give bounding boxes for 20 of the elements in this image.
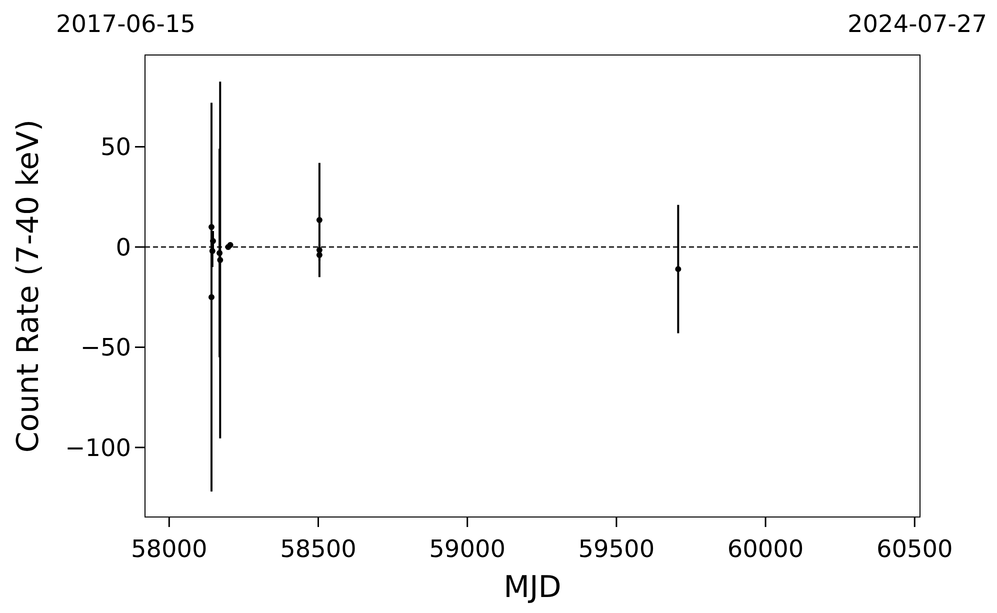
point — [316, 252, 322, 258]
x-tick-label: 58000 — [130, 535, 208, 563]
point — [208, 294, 214, 300]
y-tick-label: 50 — [100, 133, 131, 162]
point — [316, 216, 322, 223]
y-tick-label: −50 — [80, 334, 131, 362]
text: 2017-06-15 — [56, 10, 196, 38]
point — [675, 266, 682, 272]
point — [210, 238, 216, 244]
x-tick-label: 60000 — [727, 535, 804, 563]
y-axis-title: Count Rate (7-40 keV) — [11, 119, 46, 453]
x-axis-title: MJD — [504, 570, 562, 605]
x-tick-label: 60500 — [876, 535, 953, 563]
text: 2024-07-27 — [848, 10, 987, 38]
y-tick-label: 0 — [116, 233, 131, 262]
y-tick-label: −100 — [65, 434, 131, 462]
x-tick-label: 59500 — [578, 535, 655, 563]
x-tick-label: 59000 — [429, 535, 506, 563]
x-tick-label: 58500 — [280, 535, 356, 563]
point — [217, 257, 224, 264]
